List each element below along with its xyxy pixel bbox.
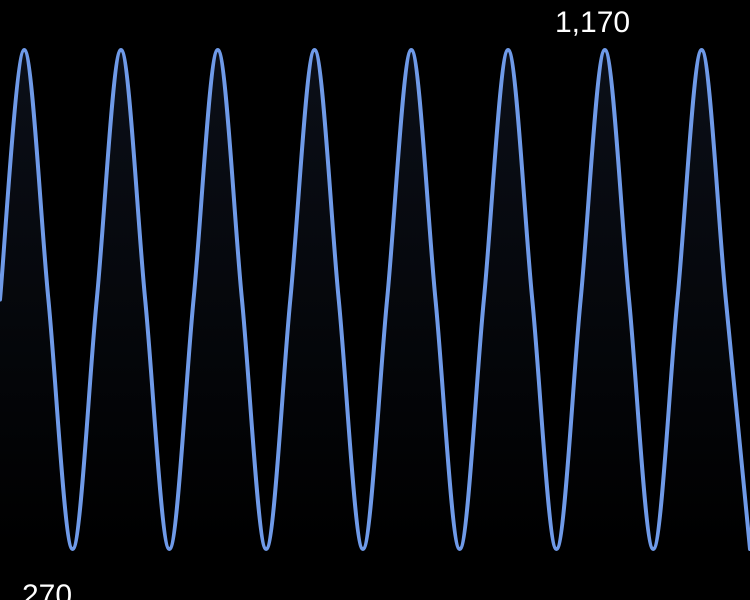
min-value-label: 270 bbox=[22, 579, 72, 600]
series-line bbox=[0, 48, 750, 551]
series-area-fill bbox=[0, 50, 750, 549]
max-value-label: 1,170 bbox=[555, 6, 630, 39]
